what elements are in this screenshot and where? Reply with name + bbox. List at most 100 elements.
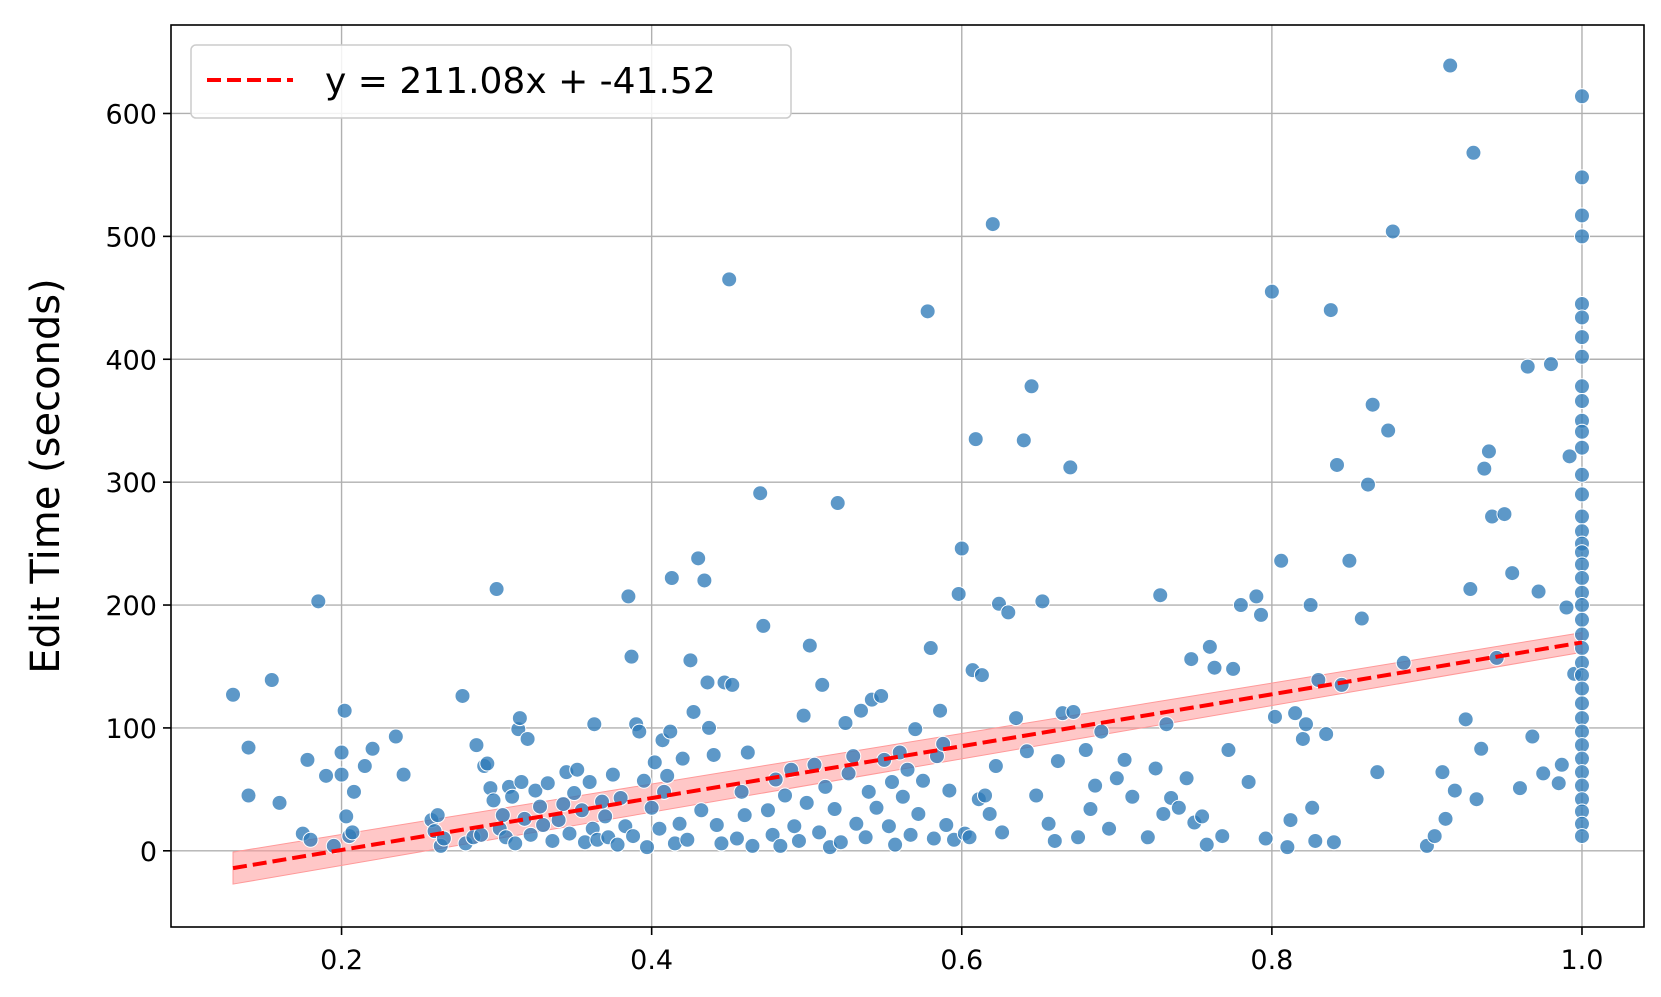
data-point xyxy=(643,799,660,816)
data-point xyxy=(795,707,812,724)
data-point xyxy=(1573,309,1590,326)
data-point xyxy=(708,817,725,834)
data-point xyxy=(860,783,877,800)
y-tick-label: 500 xyxy=(105,222,157,253)
data-point xyxy=(1550,775,1567,792)
data-point xyxy=(1155,805,1172,822)
data-point xyxy=(1573,466,1590,483)
data-point xyxy=(845,748,862,765)
data-point xyxy=(1101,820,1118,837)
data-point xyxy=(724,676,741,693)
data-point xyxy=(609,836,626,853)
data-point xyxy=(1573,295,1590,312)
data-point xyxy=(1480,443,1497,460)
data-point xyxy=(932,702,949,719)
data-point xyxy=(299,751,316,768)
data-point xyxy=(1108,770,1125,787)
y-axis-ticks: 0 100 200 300 400 500 600 xyxy=(105,99,171,868)
data-point xyxy=(1530,583,1547,600)
data-point xyxy=(387,728,404,745)
data-point xyxy=(561,825,578,842)
data-point xyxy=(544,832,561,849)
data-point xyxy=(977,787,994,804)
data-point xyxy=(479,755,496,772)
data-point xyxy=(581,773,598,790)
data-point xyxy=(1573,556,1590,573)
data-point xyxy=(1468,791,1485,808)
data-point xyxy=(659,767,676,784)
data-point xyxy=(1008,710,1025,727)
data-point xyxy=(910,805,927,822)
data-point xyxy=(635,772,652,789)
data-point xyxy=(597,808,614,825)
data-point xyxy=(454,687,471,704)
data-point xyxy=(468,737,485,754)
data-point xyxy=(922,640,939,657)
data-point xyxy=(612,789,629,806)
data-point xyxy=(555,796,572,813)
x-tick-label: 0.6 xyxy=(940,945,983,976)
data-point xyxy=(1028,787,1045,804)
data-point xyxy=(1573,667,1590,684)
data-point xyxy=(1147,760,1164,777)
data-point xyxy=(848,815,865,832)
data-point xyxy=(1318,726,1335,743)
data-point xyxy=(772,837,789,854)
data-point xyxy=(1561,448,1578,465)
data-point xyxy=(1034,593,1051,610)
data-point xyxy=(1573,764,1590,781)
data-point xyxy=(1573,348,1590,365)
data-point xyxy=(744,837,761,854)
legend-box xyxy=(190,44,792,119)
data-point xyxy=(345,783,362,800)
data-point xyxy=(1573,626,1590,643)
legend: y = 211.08x + -41.52 xyxy=(190,44,792,119)
data-point xyxy=(887,836,904,853)
data-point xyxy=(1065,703,1082,720)
data-point xyxy=(1253,606,1270,623)
data-point xyxy=(1511,780,1528,797)
data-point xyxy=(1077,742,1094,759)
data-point xyxy=(1124,788,1141,805)
data-point xyxy=(488,581,505,598)
data-point xyxy=(1573,88,1590,105)
data-point xyxy=(1542,356,1559,373)
data-point xyxy=(981,805,998,822)
data-point xyxy=(532,798,549,815)
data-point xyxy=(925,830,942,847)
data-point xyxy=(1302,597,1319,614)
data-point xyxy=(728,830,745,847)
data-point xyxy=(1462,581,1479,598)
data-point xyxy=(852,702,869,719)
y-axis-title: Edit Time (seconds) xyxy=(23,278,69,674)
data-point xyxy=(1198,836,1215,853)
data-point xyxy=(522,826,539,843)
data-point xyxy=(586,716,603,733)
data-point xyxy=(1476,460,1493,477)
data-point xyxy=(1437,810,1454,827)
data-point xyxy=(1446,782,1463,799)
y-tick-label: 200 xyxy=(105,591,157,622)
y-tick-label: 400 xyxy=(105,345,157,376)
data-point xyxy=(1573,393,1590,410)
data-point xyxy=(1524,728,1541,745)
data-point xyxy=(225,686,242,703)
data-point xyxy=(987,758,1004,775)
data-point xyxy=(1473,740,1490,757)
data-point xyxy=(1304,799,1321,816)
data-point xyxy=(356,758,373,775)
data-point xyxy=(651,820,668,837)
data-point xyxy=(950,585,967,602)
data-point xyxy=(1573,723,1590,740)
y-tick-label: 300 xyxy=(105,468,157,499)
data-point xyxy=(513,773,530,790)
y-tick-label: 600 xyxy=(105,99,157,130)
data-point xyxy=(1307,832,1324,849)
data-point xyxy=(1573,423,1590,440)
data-point xyxy=(1287,705,1304,722)
y-tick-label: 0 xyxy=(140,837,157,868)
data-point xyxy=(696,572,713,589)
data-point xyxy=(318,767,335,784)
data-point xyxy=(941,782,958,799)
data-point xyxy=(786,818,803,835)
